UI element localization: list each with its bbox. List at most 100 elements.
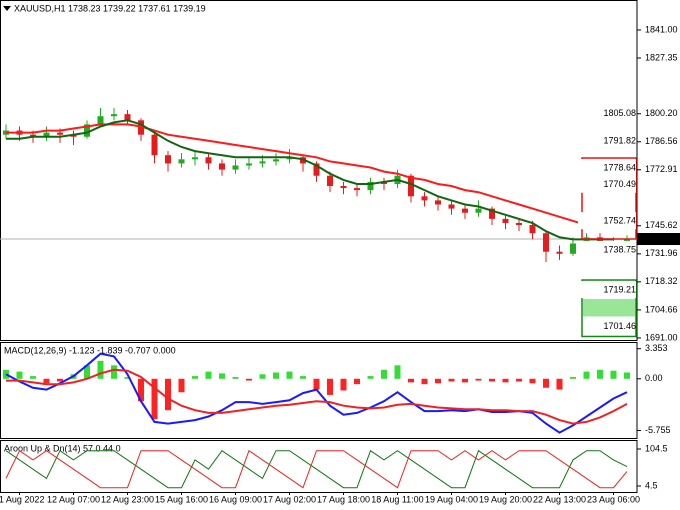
y-tick-label: 1827.35: [645, 52, 678, 62]
line: [6, 368, 628, 425]
histogram-bar: [151, 378, 158, 420]
histogram-bar: [165, 378, 171, 411]
histogram-bar: [448, 378, 455, 382]
histogram-bar: [259, 374, 266, 379]
level-box: [578, 281, 636, 299]
histogram-bar: [300, 376, 306, 379]
histogram-bar: [16, 371, 23, 379]
y-tick-label: 1772.91: [645, 164, 678, 174]
line: [5, 449, 628, 489]
y-tick-label: 1841.00: [645, 24, 678, 34]
candle-body: [367, 181, 374, 191]
menu-triangle: [3, 6, 11, 11]
candle-body: [556, 251, 563, 254]
resistance-zone: [581, 157, 637, 240]
histogram-bar: [624, 372, 630, 379]
histogram-bar: [435, 378, 441, 384]
line: [6, 119, 614, 241]
histogram-bar: [502, 378, 509, 383]
histogram-bar: [30, 376, 36, 379]
candle-body: [340, 186, 347, 189]
histogram-bar: [516, 378, 522, 382]
histogram-bar: [570, 376, 576, 379]
x-tick-label: 17 Aug 18:00: [317, 494, 370, 504]
candle-body: [205, 157, 212, 164]
candle-body: [84, 124, 90, 137]
level-box: [578, 240, 636, 258]
level-label: 1805.08: [603, 108, 636, 118]
histogram-bar: [489, 378, 495, 382]
candle-body: [57, 132, 63, 135]
panel-title: XAUUSD,H1 1738.23 1739.22 1737.61 1739.1…: [14, 3, 206, 13]
x-tick-label: 19 Aug 04:00: [425, 494, 478, 504]
level-box: [578, 212, 636, 230]
support-fill: [583, 299, 635, 317]
level-label: 1778.64: [603, 162, 636, 172]
candle-body: [448, 204, 455, 209]
x-tick-label: 12 Aug 23:00: [101, 494, 154, 504]
histogram-bar: [381, 369, 387, 379]
histogram-bar: [219, 373, 225, 379]
histogram-bar: [138, 378, 144, 402]
current-price-box: [637, 233, 680, 246]
histogram-bar: [192, 376, 198, 379]
support-zone: [581, 279, 637, 338]
histogram-bar: [475, 378, 482, 381]
histogram-bar: [205, 371, 212, 379]
candle-body: [327, 175, 333, 187]
histogram-bar: [97, 360, 104, 379]
level-label: 1719.21: [603, 284, 636, 294]
y-tick-label: 104.5: [645, 443, 668, 453]
candle-body: [151, 134, 158, 156]
candle-body: [111, 114, 117, 117]
x-tick-label: 19 Aug 20:00: [479, 494, 532, 504]
histogram-bar: [462, 378, 468, 383]
panel-frame: [0, 342, 638, 439]
histogram-bar: [408, 378, 414, 383]
panel-frame: [0, 440, 638, 493]
histogram-bar: [583, 371, 590, 379]
candle-body: [475, 208, 482, 213]
candle-body: [232, 165, 239, 170]
candle-body: [43, 132, 50, 137]
level-box: [578, 159, 636, 177]
candle-body: [421, 196, 428, 201]
histogram-bar: [84, 365, 90, 379]
candle-body: [529, 225, 536, 234]
y-tick-label: 1731.96: [645, 248, 678, 258]
histogram-bar: [340, 378, 347, 391]
x-tick-label: 23 Aug 06:00: [587, 494, 640, 504]
candle-body: [259, 161, 266, 164]
histogram-bar: [421, 378, 428, 385]
y-tick-label: -5.755: [645, 425, 671, 435]
level-box: [578, 175, 636, 193]
y-tick-label: 1704.66: [645, 304, 678, 314]
x-tick-label: 18 Aug 11:00: [371, 494, 423, 504]
histogram-bar: [543, 378, 549, 388]
histogram-bar: [610, 370, 617, 379]
level-label: 1770.49: [603, 179, 636, 189]
candle-body: [273, 159, 279, 162]
histogram-bar: [232, 376, 239, 379]
candle-body: [178, 159, 185, 164]
histogram-bar: [529, 378, 536, 384]
candle-body: [219, 163, 225, 170]
candle-body: [354, 188, 360, 191]
histogram-bar: [3, 369, 9, 379]
candle-body: [435, 200, 441, 205]
histogram-bar: [273, 372, 279, 379]
level-label: 1791.82: [603, 135, 636, 145]
y-tick-label: 1786.56: [645, 136, 678, 146]
histogram-bar: [313, 378, 320, 390]
histogram-bar: [367, 376, 374, 379]
y-tick-label: 4.5: [645, 480, 658, 490]
candle-body: [70, 134, 77, 137]
candle-body: [246, 163, 252, 166]
current-price-label: 1739.19: [640, 233, 673, 243]
candle-body: [97, 116, 104, 125]
candle-body: [543, 233, 549, 252]
panel-title: MACD(12,26,9) -1.123 -1.839 -0.707 0.000: [4, 345, 176, 355]
